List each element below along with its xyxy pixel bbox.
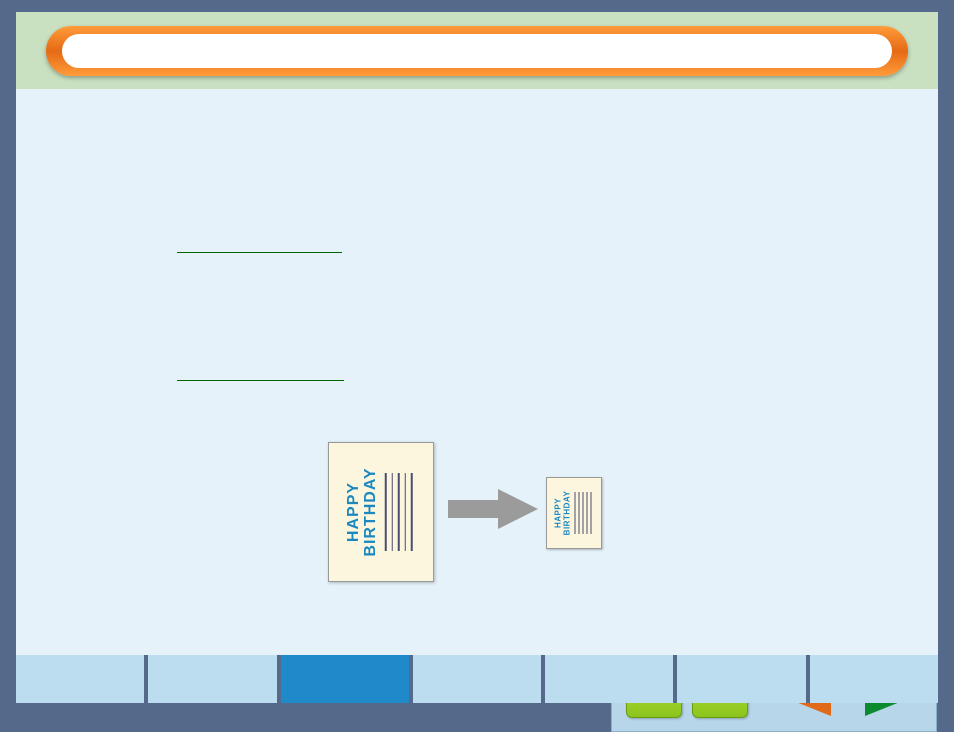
- outer-frame: HAPPY BIRTHDAY HAPPY BIRTHDAY: [16, 12, 938, 703]
- arrow-right-icon: [448, 487, 538, 531]
- content-panel: HAPPY BIRTHDAY HAPPY BIRTHDAY: [16, 89, 938, 655]
- card-large: HAPPY BIRTHDAY: [328, 442, 434, 582]
- tab-5[interactable]: [545, 655, 677, 703]
- text-underline-2: [177, 380, 344, 381]
- card-large-lines: [385, 451, 413, 573]
- header-title-area: [62, 34, 892, 68]
- tab-7[interactable]: [810, 655, 938, 703]
- tab-2[interactable]: [148, 655, 280, 703]
- header-bar: [46, 26, 908, 76]
- tab-1[interactable]: [16, 655, 148, 703]
- tab-3[interactable]: [281, 655, 413, 703]
- tab-4[interactable]: [413, 655, 545, 703]
- text-underline-1: [177, 252, 342, 253]
- card-small-text: HAPPY BIRTHDAY: [554, 482, 572, 544]
- card-small-lines: [575, 482, 592, 544]
- tab-6[interactable]: [677, 655, 809, 703]
- card-large-text: HAPPY BIRTHDAY: [345, 451, 379, 573]
- tab-strip: [16, 655, 938, 703]
- card-small: HAPPY BIRTHDAY: [546, 477, 602, 549]
